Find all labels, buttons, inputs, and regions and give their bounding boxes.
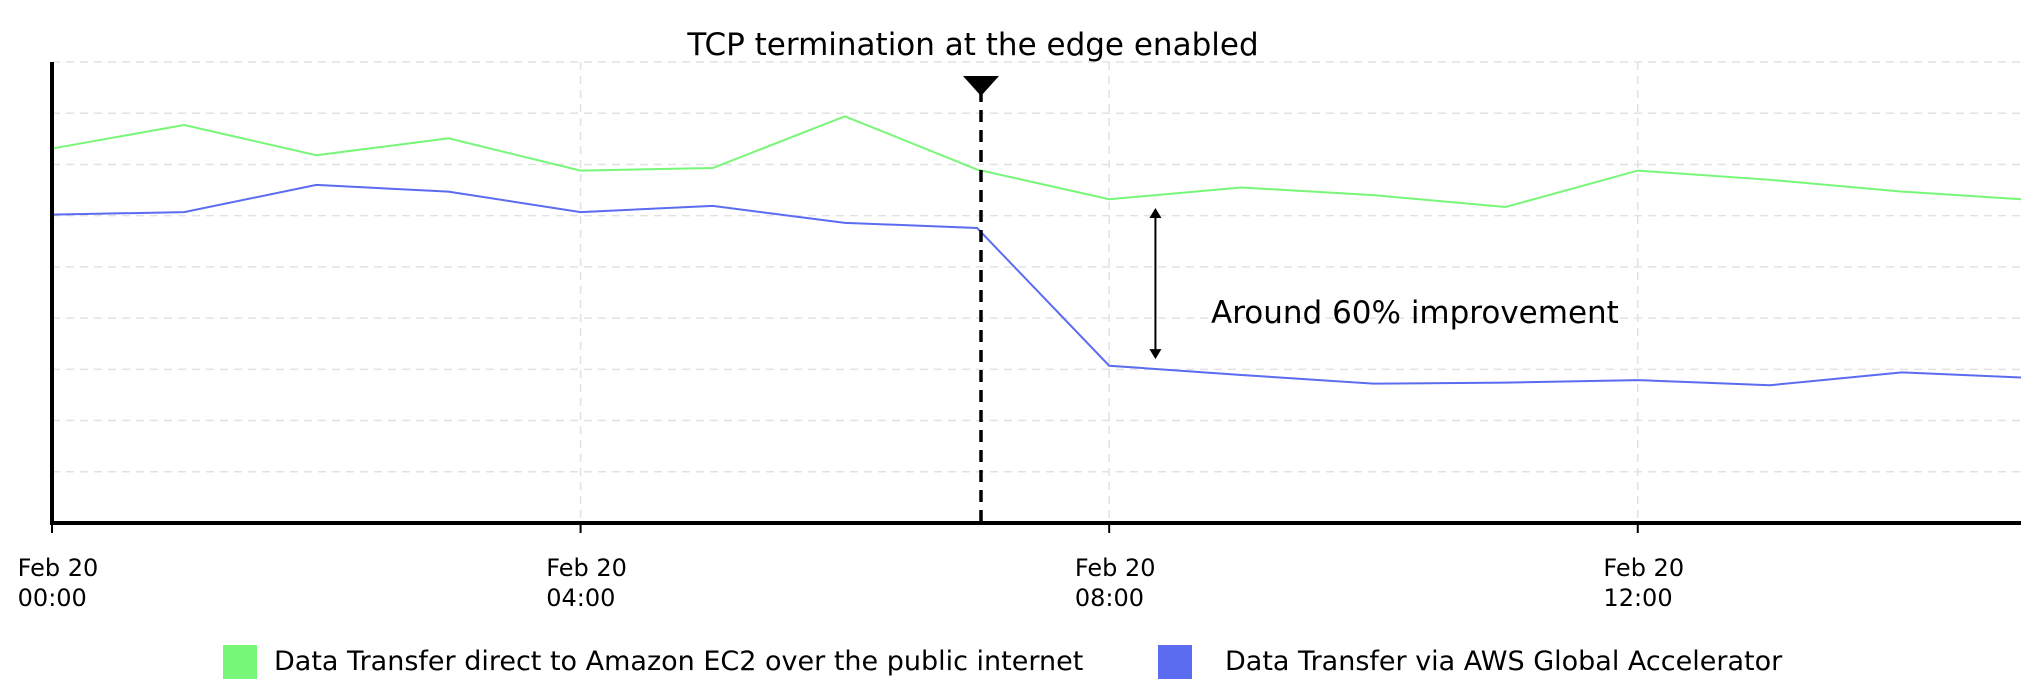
arrow-head [1149,207,1162,218]
x-tick-label: Feb 20 12:00 [1603,554,1685,612]
series-line [51,115,2022,208]
x-tick-label: Feb 20 04:00 [546,554,627,612]
arrow-head [1149,349,1162,360]
annotation-text: Around 60% improvement [1211,295,1619,331]
x-tick-label: Feb 20 08:00 [1074,554,1156,612]
legend-label: Data Transfer direct to Amazon EC2 over … [274,646,1084,677]
legend-label: Data Transfer via AWS Global Accelerator [1225,646,1783,677]
legend-swatch [223,645,257,679]
legend-swatch [1158,645,1192,679]
series-line [51,183,2022,387]
event-marker [962,76,999,96]
x-tick-label: Feb 20 00:00 [17,554,99,612]
annotation-text: TCP termination at the edge enabled [686,27,1258,63]
